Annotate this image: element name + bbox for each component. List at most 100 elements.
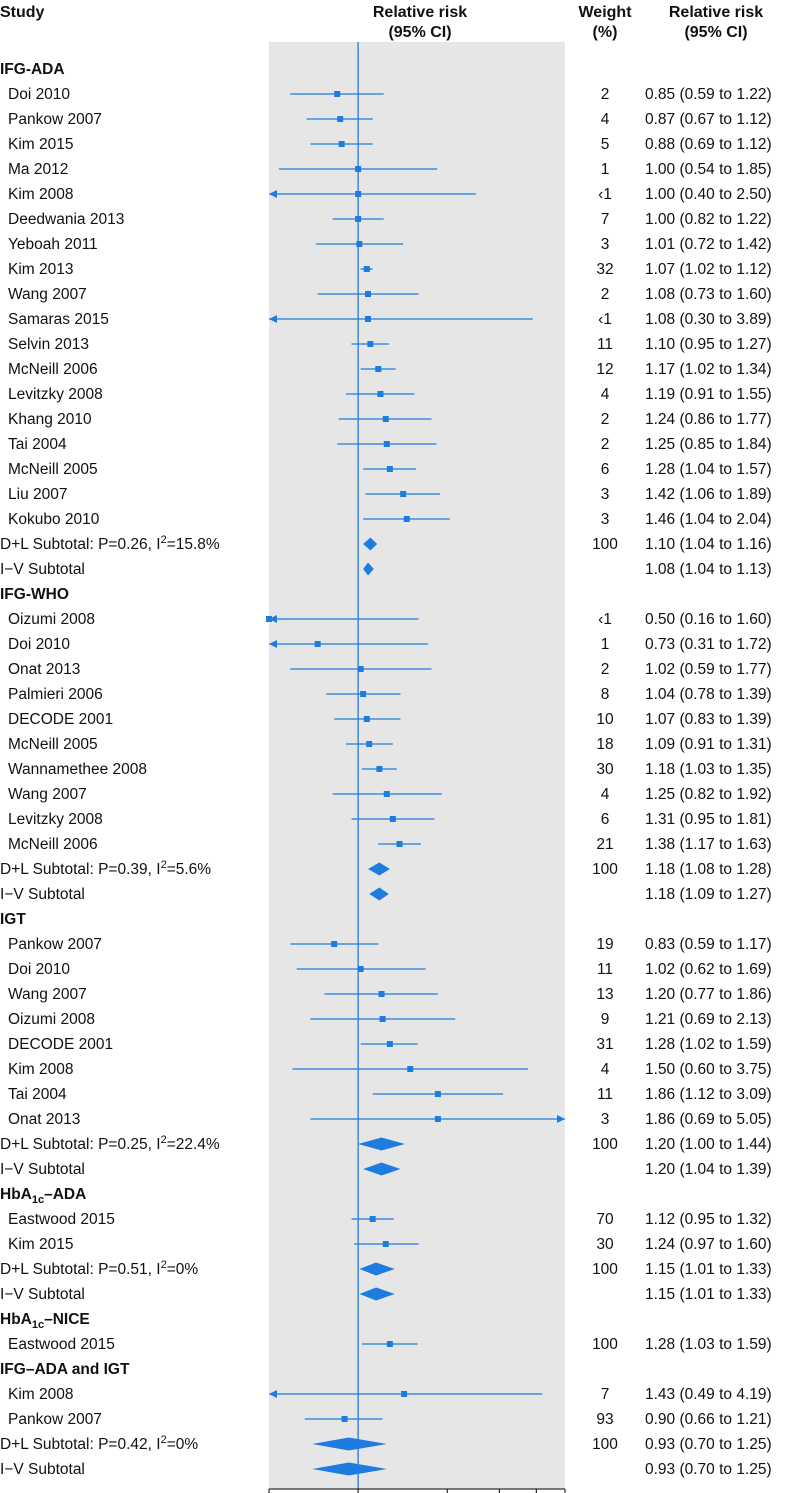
subtotal-label-text: D+L Subtotal: P=0.39, I xyxy=(0,861,161,878)
effect-estimate: 1.02 (0.59 to 1.77) xyxy=(645,661,772,678)
subtotal-label: D+L Subtotal: P=0.25, I2=22.4% xyxy=(0,1134,220,1153)
effect-estimate: 1.04 (0.78 to 1.39) xyxy=(645,686,772,703)
effect-estimate: 1.28 (1.02 to 1.59) xyxy=(645,1036,772,1053)
plot-background xyxy=(269,42,565,1489)
study-label: Ma 2012 xyxy=(8,161,68,178)
group-heading-text-tail: –ADA xyxy=(44,1186,86,1203)
group-heading-text: HbA xyxy=(0,1311,32,1328)
subtotal-label-superscript: 2 xyxy=(161,859,167,871)
effect-estimate: 1.20 (1.04 to 1.39) xyxy=(645,1161,772,1178)
point-estimate-marker xyxy=(363,716,370,722)
ci-right-arrow xyxy=(557,1115,565,1123)
point-estimate-marker xyxy=(266,616,272,622)
header-rr-column-ci: (95% CI) xyxy=(684,24,747,41)
point-estimate-marker xyxy=(383,441,390,447)
study-label: Eastwood 2015 xyxy=(8,1336,115,1353)
subtotal-diamond xyxy=(358,1137,405,1151)
study-label: Kim 2013 xyxy=(8,261,73,278)
weight-value: 5 xyxy=(601,136,610,153)
subtotal-label: D+L Subtotal: P=0.26, I2=15.8% xyxy=(0,534,220,553)
weight-value: 4 xyxy=(601,111,610,128)
point-estimate-marker xyxy=(376,766,383,772)
effect-estimate: 0.93 (0.70 to 1.25) xyxy=(645,1461,772,1478)
weight-value: 12 xyxy=(596,361,613,378)
point-estimate-marker xyxy=(434,1091,441,1097)
subtotal-diamond xyxy=(363,537,378,551)
weight-value: 100 xyxy=(592,1136,618,1153)
effect-estimate: 1.31 (0.95 to 1.81) xyxy=(645,811,772,828)
weight-value: 100 xyxy=(592,1436,618,1453)
study-label: Wang 2007 xyxy=(8,286,87,303)
group-heading-subscript: 1c xyxy=(32,1194,44,1206)
subtotal-label-text-tail: =0% xyxy=(167,1436,199,1453)
point-estimate-marker xyxy=(403,516,410,522)
point-estimate-marker xyxy=(401,1391,408,1397)
subtotal-label-text: D+L Subtotal: P=0.25, I xyxy=(0,1136,161,1153)
effect-estimate: 0.87 (0.67 to 1.12) xyxy=(645,111,772,128)
weight-value: 32 xyxy=(596,261,613,278)
effect-estimate: 1.18 (1.08 to 1.28) xyxy=(645,861,772,878)
group-heading-text: HbA xyxy=(0,1186,32,1203)
weight-value: 100 xyxy=(592,1261,618,1278)
weight-value: 2 xyxy=(601,86,610,103)
subtotal-diamond xyxy=(359,1262,395,1276)
study-label: Samaras 2015 xyxy=(8,311,109,328)
effect-estimate: 0.93 (0.70 to 1.25) xyxy=(645,1436,772,1453)
header-weight: Weight xyxy=(578,4,632,21)
effect-estimate: 1.00 (0.82 to 1.22) xyxy=(645,211,772,228)
point-estimate-marker xyxy=(386,466,393,472)
study-label: DECODE 2001 xyxy=(8,711,113,728)
weight-value: 8 xyxy=(601,686,610,703)
effect-estimate: 1.02 (0.62 to 1.69) xyxy=(645,961,772,978)
weight-value: 100 xyxy=(592,1336,618,1353)
point-estimate-marker xyxy=(377,391,384,397)
study-label: Tai 2004 xyxy=(8,1086,67,1103)
effect-estimate: 1.46 (1.04 to 2.04) xyxy=(645,511,772,528)
weight-value: 4 xyxy=(601,1061,610,1078)
point-estimate-marker xyxy=(355,191,362,197)
effect-estimate: 1.00 (0.40 to 2.50) xyxy=(645,186,772,203)
subtotal-diamond xyxy=(363,562,374,576)
study-label: Kim 2008 xyxy=(8,1061,73,1078)
study-label: Deedwania 2013 xyxy=(8,211,124,228)
weight-value: 31 xyxy=(596,1036,613,1053)
weight-value: 100 xyxy=(592,861,618,878)
effect-estimate: 1.10 (0.95 to 1.27) xyxy=(645,336,772,353)
weight-value: ‹1 xyxy=(598,186,612,203)
subtotal-label-superscript: 2 xyxy=(161,534,167,546)
effect-estimate: 1.50 (0.60 to 3.75) xyxy=(645,1061,772,1078)
effect-estimate: 1.20 (1.00 to 1.44) xyxy=(645,1136,772,1153)
weight-value: ‹1 xyxy=(598,311,612,328)
effect-estimate: 1.10 (1.04 to 1.16) xyxy=(645,536,772,553)
header-study: Study xyxy=(0,4,45,21)
subtotal-label: I−V Subtotal xyxy=(0,1461,85,1478)
header-rr-column: Relative risk xyxy=(669,4,763,21)
study-label: Liu 2007 xyxy=(8,486,67,503)
study-label: Wannamethee 2008 xyxy=(8,761,147,778)
point-estimate-marker xyxy=(386,1341,393,1347)
subtotal-label: D+L Subtotal: P=0.39, I2=5.6% xyxy=(0,859,211,878)
effect-estimate: 1.28 (1.04 to 1.57) xyxy=(645,461,772,478)
point-estimate-marker xyxy=(382,416,389,422)
weight-value: ‹1 xyxy=(598,611,612,628)
x-axis: 0.512345 xyxy=(268,1488,566,1493)
weight-value: 1 xyxy=(601,636,610,653)
point-estimate-marker xyxy=(355,216,362,222)
subtotal-label-text: D+L Subtotal: P=0.26, I xyxy=(0,536,161,553)
point-estimate-marker xyxy=(396,841,403,847)
weight-value: 7 xyxy=(601,211,610,228)
effect-estimate: 1.25 (0.85 to 1.84) xyxy=(645,436,772,453)
weight-value: 2 xyxy=(601,661,610,678)
weight-value: 18 xyxy=(596,736,613,753)
study-label: Kim 2015 xyxy=(8,1236,73,1253)
study-label: Onat 2013 xyxy=(8,1111,80,1128)
study-label: Doi 2010 xyxy=(8,961,70,978)
study-label: Kim 2008 xyxy=(8,186,73,203)
effect-estimate: 0.90 (0.66 to 1.21) xyxy=(645,1411,772,1428)
weight-value: 9 xyxy=(601,1011,610,1028)
weight-value: 3 xyxy=(601,1111,610,1128)
effect-estimate: 1.43 (0.49 to 4.19) xyxy=(645,1386,772,1403)
study-label: Kokubo 2010 xyxy=(8,511,100,528)
subtotal-diamond xyxy=(363,1162,401,1176)
subtotal-label-superscript: 2 xyxy=(161,1434,167,1446)
